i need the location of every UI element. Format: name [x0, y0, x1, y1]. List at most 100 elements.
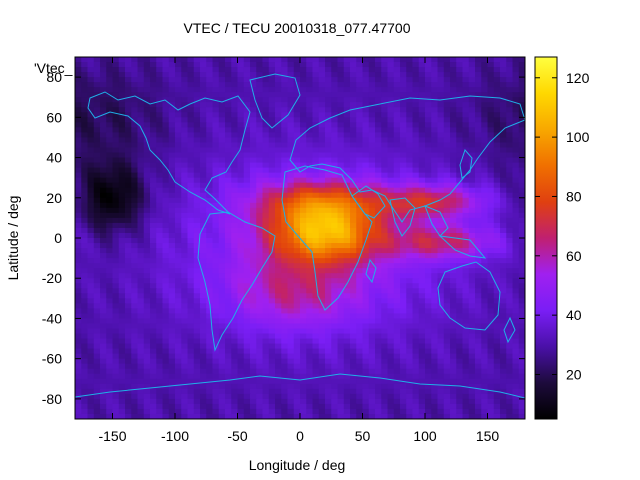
- heatmap-cell: [100, 162, 107, 169]
- heatmap-cell: [418, 328, 426, 335]
- heatmap-cell: [268, 348, 276, 355]
- heatmap-cell: [100, 207, 107, 214]
- heatmap-cell: [400, 258, 407, 264]
- heatmap-cell: [275, 313, 282, 320]
- heatmap-cell: [287, 217, 295, 224]
- heatmap-cell: [443, 353, 451, 360]
- heatmap-cell: [300, 202, 307, 209]
- heatmap-cell: [318, 187, 326, 194]
- heatmap-cell: [156, 97, 164, 103]
- heatmap-cell: [225, 187, 232, 194]
- heatmap-cell: [356, 217, 364, 224]
- heatmap-cell: [350, 92, 357, 98]
- heatmap-cell: [281, 268, 289, 274]
- heatmap-cell: [412, 152, 420, 159]
- heatmap-cell: [118, 132, 126, 139]
- heatmap-cell: [93, 102, 101, 108]
- heatmap-cell: [362, 358, 370, 365]
- heatmap-cell: [437, 127, 445, 134]
- heatmap-cell: [462, 328, 470, 335]
- heatmap-cell: [187, 197, 195, 204]
- heatmap-cell: [150, 142, 157, 149]
- heatmap-cell: [181, 363, 189, 370]
- heatmap-cell: [487, 207, 495, 214]
- heatmap-cell: [431, 273, 439, 279]
- heatmap-cell: [362, 227, 370, 234]
- heatmap-cell: [187, 117, 195, 123]
- heatmap-cell: [168, 403, 176, 410]
- heatmap-cell: [306, 67, 314, 73]
- heatmap-cell: [243, 293, 251, 299]
- heatmap-cell: [350, 142, 357, 149]
- heatmap-cell: [262, 72, 270, 78]
- heatmap-cell: [462, 82, 470, 88]
- heatmap-cell: [306, 222, 314, 229]
- heatmap-cell: [106, 398, 114, 405]
- heatmap-cell: [475, 343, 482, 350]
- heatmap-cell: [456, 87, 464, 93]
- heatmap-cell: [318, 157, 326, 164]
- heatmap-cell: [443, 378, 451, 385]
- heatmap-cell: [150, 273, 157, 279]
- heatmap-cell: [243, 378, 251, 385]
- heatmap-cell: [87, 87, 95, 93]
- heatmap-cell: [331, 232, 339, 239]
- heatmap-cell: [281, 378, 289, 385]
- heatmap-cell: [406, 363, 414, 370]
- heatmap-cell: [518, 318, 525, 325]
- heatmap-cell: [375, 62, 382, 68]
- heatmap-cell: [187, 92, 195, 98]
- heatmap-cell: [500, 373, 507, 380]
- heatmap-cell: [150, 137, 157, 144]
- heatmap-cell: [300, 378, 307, 385]
- heatmap-cell: [450, 122, 457, 128]
- heatmap-cell: [381, 127, 389, 134]
- heatmap-cell: [456, 152, 464, 159]
- heatmap-cell: [293, 283, 301, 289]
- heatmap-cell: [256, 238, 264, 244]
- heatmap-cell: [512, 393, 520, 400]
- heatmap-cell: [400, 268, 407, 274]
- heatmap-cell: [337, 97, 345, 103]
- heatmap-cell: [293, 353, 301, 360]
- heatmap-cell: [150, 283, 157, 289]
- heatmap-cell: [462, 142, 470, 149]
- heatmap-cell: [462, 388, 470, 395]
- heatmap-cell: [287, 92, 295, 98]
- heatmap-cell: [343, 82, 351, 88]
- heatmap-cell: [275, 232, 282, 239]
- heatmap-cell: [262, 82, 270, 88]
- heatmap-cell: [75, 323, 82, 330]
- heatmap-cell: [137, 227, 145, 234]
- heatmap-cell: [418, 278, 426, 284]
- heatmap-cell: [318, 308, 326, 315]
- heatmap-cell: [462, 258, 470, 264]
- heatmap-cell: [81, 383, 89, 390]
- heatmap-cell: [125, 162, 132, 169]
- heatmap-cell: [143, 333, 151, 340]
- heatmap-cell: [106, 107, 114, 113]
- heatmap-cell: [512, 248, 520, 254]
- heatmap-cell: [450, 117, 457, 123]
- heatmap-cell: [243, 328, 251, 335]
- heatmap-cell: [493, 192, 501, 199]
- heatmap-cell: [437, 152, 445, 159]
- heatmap-cell: [443, 72, 451, 78]
- heatmap-cell: [131, 398, 139, 405]
- heatmap-cell: [512, 157, 520, 164]
- heatmap-cell: [131, 177, 139, 184]
- heatmap-cell: [256, 82, 264, 88]
- heatmap-cell: [262, 273, 270, 279]
- heatmap-cell: [131, 152, 139, 159]
- heatmap-cell: [268, 97, 276, 103]
- heatmap-cell: [218, 72, 226, 78]
- heatmap-cell: [193, 137, 201, 144]
- heatmap-cell: [493, 383, 501, 390]
- heatmap-cell: [268, 313, 276, 320]
- heatmap-cell: [450, 132, 457, 139]
- heatmap-cell: [518, 57, 525, 63]
- heatmap-cell: [93, 278, 101, 284]
- heatmap-cell: [243, 197, 251, 204]
- heatmap-cell: [268, 152, 276, 159]
- heatmap-cell: [325, 177, 332, 184]
